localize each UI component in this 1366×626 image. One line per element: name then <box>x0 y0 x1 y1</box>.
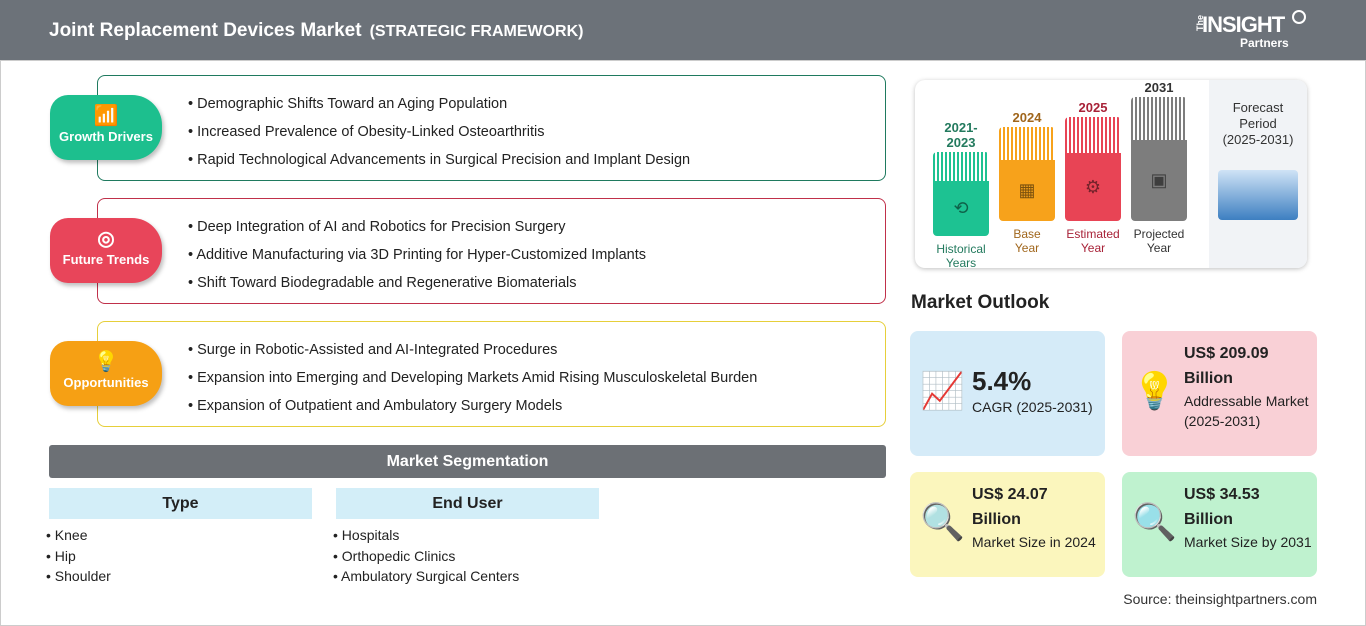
outlook-card: 📈 5.4% CAGR (2025-2031) <box>910 331 1105 456</box>
list-item: Knee <box>46 525 111 546</box>
section-badge-0: 📶 Growth Drivers <box>50 95 162 160</box>
list-item: Hip <box>46 546 111 567</box>
list-item: Rapid Technological Advancements in Surg… <box>188 146 690 174</box>
market-search-icon: 🔍 <box>1132 500 1177 542</box>
timeline-card: 2021-2023 ⟲ Historical Years 2024 ▦ Base Y… <box>915 80 1307 268</box>
calendar-icon: ▦ <box>999 159 1055 221</box>
market-segmentation-header: Market Segmentation <box>49 445 886 478</box>
timeline-column: 2024 ▦ Base Year <box>999 110 1055 255</box>
history-icon: ⟲ <box>933 181 989 236</box>
chart-growth-icon: 📶 <box>93 105 119 127</box>
timeline-column: 2021-2023 ⟲ Historical Years <box>933 120 989 268</box>
segment-end-user-list: Hospitals Orthopedic Clinics Ambulatory … <box>333 525 519 587</box>
list-item: Additive Manufacturing via 3D Printing f… <box>188 241 646 269</box>
header-bar: Joint Replacement Devices Market (STRATEG… <box>0 0 1366 60</box>
analytics-illustration-icon <box>1218 170 1298 220</box>
list-item: Shoulder <box>46 566 111 587</box>
list-item: Orthopedic Clinics <box>333 546 519 567</box>
section-box-0: Demographic Shifts Toward an Aging Popul… <box>97 75 886 181</box>
timeline-column: 2031 ▣ Projected Year <box>1131 80 1187 255</box>
section-box-2: Surge in Robotic-Assisted and AI-Integra… <box>97 321 886 427</box>
section-box-1: Deep Integration of AI and Robotics for … <box>97 198 886 304</box>
target-icon: ◎ <box>97 228 115 250</box>
page-title: Joint Replacement Devices Market (STRATEG… <box>49 20 584 41</box>
segment-end-user-header: End User <box>336 488 599 519</box>
outlook-card: 💡 US$ 209.09 Billion Addressable Market (… <box>1122 331 1317 456</box>
segment-type-header: Type <box>49 488 312 519</box>
list-item: Shift Toward Biodegradable and Regenerat… <box>188 269 646 297</box>
growth-chart-icon: 📈 <box>920 369 965 411</box>
lightbulb-hand-icon: 💡 <box>93 351 119 373</box>
market-outlook-title: Market Outlook <box>911 292 1050 313</box>
presentation-icon: ▣ <box>1131 140 1187 221</box>
monitor-gear-icon: ⚙ <box>1065 153 1121 221</box>
page-subtitle: (STRATEGIC FRAMEWORK) <box>369 23 584 40</box>
market-search-icon: 🔍 <box>920 500 965 542</box>
list-item: Increased Prevalence of Obesity-Linked O… <box>188 118 690 146</box>
outlook-card: 🔍 US$ 24.07 Billion Market Size in 2024 <box>910 472 1105 577</box>
list-item: Ambulatory Surgical Centers <box>333 566 519 587</box>
list-item: Expansion of Outpatient and Ambulatory S… <box>188 392 757 420</box>
list-item: Hospitals <box>333 525 519 546</box>
source-text: Source: theinsightpartners.com <box>1123 591 1317 607</box>
outlook-card: 🔍 US$ 34.53 Billion Market Size by 2031 <box>1122 472 1317 577</box>
section-badge-1: ◎ Future Trends <box>50 218 162 283</box>
list-item: Expansion into Emerging and Developing M… <box>188 364 757 392</box>
timeline-column: 2025 ⚙ Estimated Year <box>1065 100 1121 255</box>
segment-type-list: Knee Hip Shoulder <box>46 525 111 587</box>
list-item: Surge in Robotic-Assisted and AI-Integra… <box>188 336 757 364</box>
list-item: Deep Integration of AI and Robotics for … <box>188 213 646 241</box>
dollar-bulb-icon: 💡 <box>1132 369 1177 411</box>
section-badge-2: 💡 Opportunities <box>50 341 162 406</box>
list-item: Demographic Shifts Toward an Aging Popul… <box>188 90 690 118</box>
forecast-period: Forecast Period (2025-2031) <box>1209 80 1307 268</box>
